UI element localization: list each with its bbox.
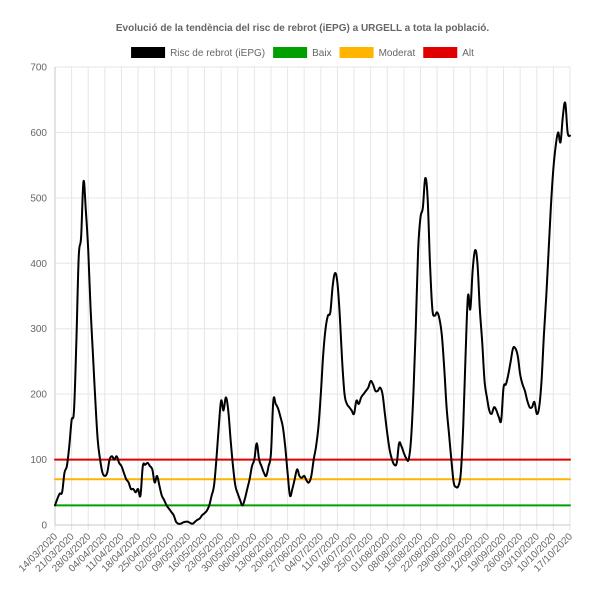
y-tick-label: 300 (30, 324, 47, 335)
y-axis: 0 100 200 300 400 500 600 700 (30, 63, 56, 532)
legend-label-risc-de-rebrot-iepg[interactable]: Risc de rebrot (iEPG) (170, 48, 265, 59)
series-lines (54, 101, 571, 525)
y-tick-label: 400 (30, 259, 47, 270)
y-tick-label: 500 (30, 193, 47, 204)
y-tick-label: 100 (30, 455, 47, 466)
grid (54, 66, 571, 530)
chart-title: Evolució de la tendència del risc de reb… (116, 23, 489, 34)
series-line-risc-de-rebrot-iepg (54, 101, 571, 525)
y-tick-label: 700 (30, 63, 47, 74)
legend-label-alt[interactable]: Alt (462, 48, 474, 59)
x-axis: 14/03/202021/03/202028/03/202004/04/2020… (17, 524, 575, 575)
legend-swatch-risc-de-rebrot-iepg[interactable] (131, 47, 166, 58)
legend: Risc de rebrot (iEPG) Baix Moderat Alt (131, 47, 474, 59)
legend-swatch-baix[interactable] (273, 47, 308, 58)
legend-swatch-moderat[interactable] (339, 47, 374, 58)
y-tick-label: 0 (41, 521, 47, 532)
legend-label-moderat[interactable]: Moderat (379, 48, 416, 59)
legend-label-baix[interactable]: Baix (312, 48, 331, 59)
legend-swatch-alt[interactable] (423, 47, 458, 58)
y-tick-label: 600 (30, 128, 47, 139)
y-tick-label: 200 (30, 390, 47, 401)
